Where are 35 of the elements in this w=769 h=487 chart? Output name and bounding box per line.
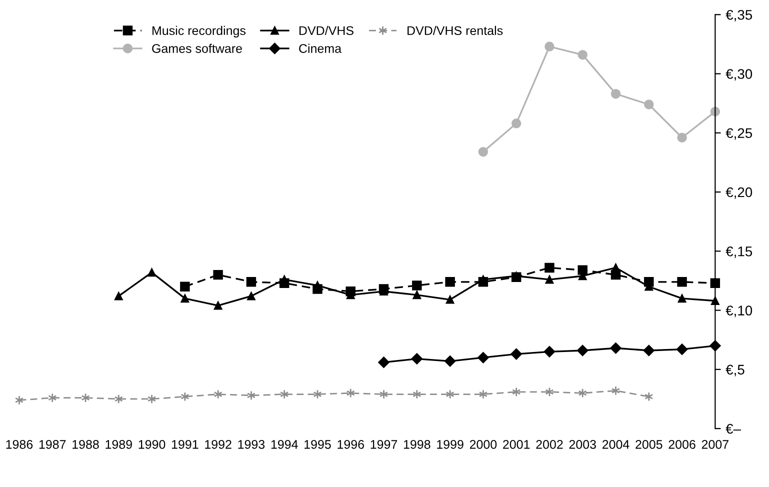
x-tick-label: 1988 bbox=[72, 440, 99, 449]
x-tick-label: 2005 bbox=[636, 440, 662, 449]
x-tick-label: 2002 bbox=[536, 440, 563, 449]
x-tick-label: 1993 bbox=[238, 440, 265, 449]
x-tick-label: 2003 bbox=[569, 440, 596, 449]
y-tick-label: €,30 bbox=[726, 69, 752, 81]
x-tick-label: 2000 bbox=[470, 440, 497, 449]
legend-label: Games software bbox=[152, 44, 242, 53]
x-tick-label: 1996 bbox=[338, 440, 364, 449]
y-tick-label: €,20 bbox=[726, 187, 752, 199]
y-tick-label: €– bbox=[726, 424, 742, 434]
x-tick-label: 1994 bbox=[271, 440, 298, 449]
legend-label: DVD/VHS bbox=[299, 26, 354, 36]
x-tick-label: 1990 bbox=[138, 440, 166, 449]
x-tick-label: 1987 bbox=[39, 440, 66, 449]
y-tick-label: €,25 bbox=[726, 128, 752, 140]
x-tick-label: 2006 bbox=[668, 440, 696, 449]
x-tick-label: 1992 bbox=[205, 440, 232, 449]
x-tick-label: 1999 bbox=[437, 440, 464, 449]
x-tick-label: 1998 bbox=[404, 440, 430, 449]
x-tick-label: 2007 bbox=[702, 440, 728, 449]
legend-label: Music recordings bbox=[152, 26, 246, 38]
y-tick-label: €,10 bbox=[726, 306, 752, 318]
y-tick-label: €,5 bbox=[726, 364, 744, 376]
x-tick-label: 2004 bbox=[602, 440, 630, 449]
legend-label: Cinema bbox=[299, 44, 342, 53]
legend-label: DVD/VHS rentals bbox=[408, 26, 503, 36]
x-tick-label: 1989 bbox=[106, 440, 132, 449]
x-tick-label: 1997 bbox=[370, 440, 398, 449]
x-tick-label: 1991 bbox=[172, 440, 198, 449]
x-tick-label: 1995 bbox=[304, 440, 331, 449]
x-tick-label: 1986 bbox=[6, 440, 33, 449]
y-tick-label: €,35 bbox=[726, 10, 752, 22]
y-tick-label: €,15 bbox=[726, 246, 752, 258]
x-tick-label: 2001 bbox=[503, 440, 530, 449]
